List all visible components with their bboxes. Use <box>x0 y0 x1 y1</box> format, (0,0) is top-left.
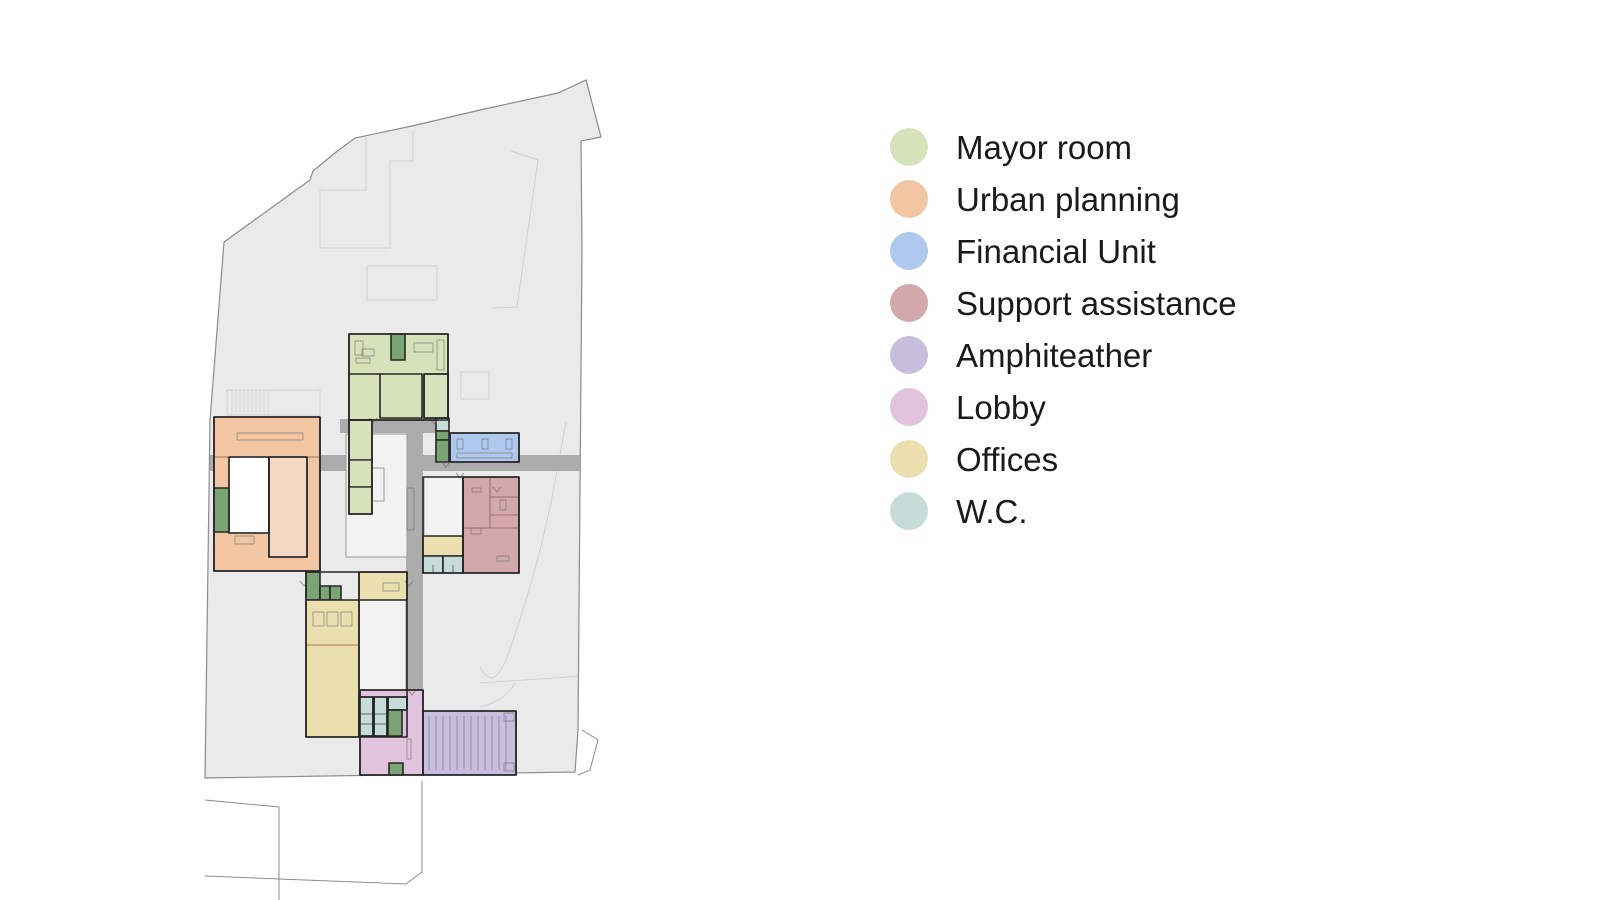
svg-text:Support assistance: Support assistance <box>956 285 1237 322</box>
svg-text:Urban planning: Urban planning <box>956 181 1180 218</box>
svg-text:W.C.: W.C. <box>956 493 1028 530</box>
svg-text:Offices: Offices <box>956 441 1058 478</box>
svg-text:Financial Unit: Financial Unit <box>956 233 1156 270</box>
svg-text:Amphiteather: Amphiteather <box>956 337 1152 374</box>
svg-text:Mayor room: Mayor room <box>956 129 1132 166</box>
svg-text:Lobby: Lobby <box>956 389 1046 426</box>
